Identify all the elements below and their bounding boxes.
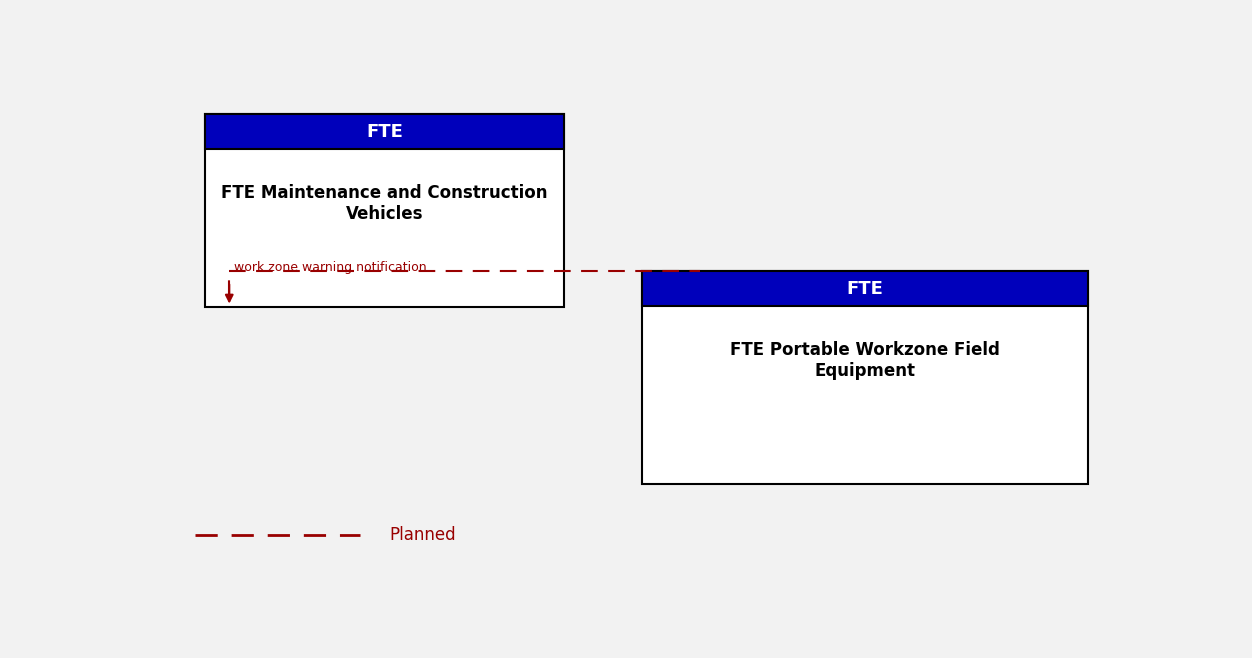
Bar xyxy=(641,272,1088,306)
Text: Planned: Planned xyxy=(389,526,456,544)
Bar xyxy=(205,114,563,307)
Text: FTE Maintenance and Construction
Vehicles: FTE Maintenance and Construction Vehicle… xyxy=(222,184,548,223)
Text: work zone warning notification: work zone warning notification xyxy=(234,261,427,274)
Text: FTE Portable Workzone Field
Equipment: FTE Portable Workzone Field Equipment xyxy=(730,342,1000,380)
Text: FTE: FTE xyxy=(366,122,403,141)
Bar xyxy=(641,272,1088,484)
Bar xyxy=(205,114,563,149)
Text: FTE: FTE xyxy=(846,280,883,297)
